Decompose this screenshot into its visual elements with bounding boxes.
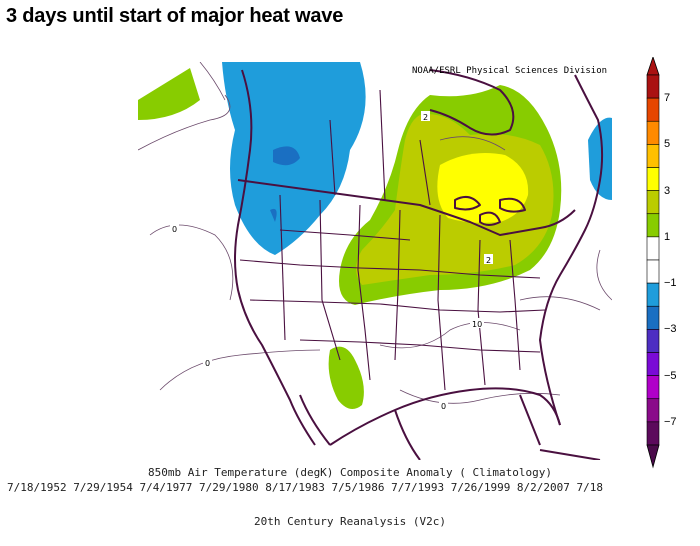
- colorbar-swatch: [646, 352, 660, 376]
- colorbar-swatch: [646, 305, 660, 330]
- colorbar-swatch: [646, 375, 660, 400]
- caption-dates: 7/18/1952 7/29/1954 7/4/1977 7/29/1980 8…: [7, 481, 604, 494]
- contour-label: 2: [423, 113, 428, 122]
- colorbar-swatch: [646, 236, 660, 261]
- colorbar-tick-label: 5: [664, 138, 671, 151]
- colorbar-tick-label: −3: [664, 323, 677, 336]
- colorbar-swatch: [646, 74, 660, 99]
- colorbar-swatch: [646, 144, 660, 168]
- colorbar-bottom-arrow: [646, 444, 660, 469]
- colorbar-tick-label: −5: [664, 369, 677, 382]
- contour-label: 0: [441, 402, 446, 411]
- contour-label: 0: [205, 359, 210, 368]
- colorbar-top-arrow: [646, 55, 660, 76]
- anomaly-gulf-of-alaska: [138, 68, 200, 120]
- colorbar-tick-label: −7: [664, 415, 677, 428]
- colorbar-swatch: [646, 190, 660, 215]
- colorbar-swatch: [646, 213, 660, 238]
- colorbar-swatch: [646, 259, 660, 284]
- anomaly-cold-pocket: [273, 146, 300, 166]
- contour-label: 0: [172, 225, 177, 234]
- credit-text: NOAA/ESRL Physical Sciences Division: [412, 66, 608, 76]
- colorbar-swatch: [646, 282, 660, 307]
- caption-variable: 850mb Air Temperature (degK) Composite A…: [148, 466, 552, 479]
- contour-label: 10: [472, 320, 482, 329]
- colorbar-tick-label: −1: [664, 277, 677, 290]
- page-title: 3 days until start of major heat wave: [6, 5, 344, 27]
- colorbar-swatch: [646, 329, 660, 353]
- colorbar-swatch: [646, 398, 660, 423]
- colorbar-tick-label: 1: [664, 230, 671, 243]
- colorbar-swatch: [646, 167, 660, 191]
- colorbar-tick-label: 3: [664, 184, 671, 197]
- caption-dataset: 20th Century Reanalysis (V2c): [253, 515, 447, 528]
- colorbar-swatch: [646, 120, 660, 145]
- anomaly-warm-core: [437, 152, 529, 223]
- colorbar-tick-label: 7: [664, 92, 671, 105]
- anomaly-southwest: [328, 346, 364, 409]
- anomaly-labrador: [588, 117, 612, 200]
- contour-label: 2: [486, 256, 491, 265]
- colorbar: [644, 55, 700, 477]
- colorbar-swatch: [646, 421, 660, 446]
- colorbar-swatch: [646, 97, 660, 122]
